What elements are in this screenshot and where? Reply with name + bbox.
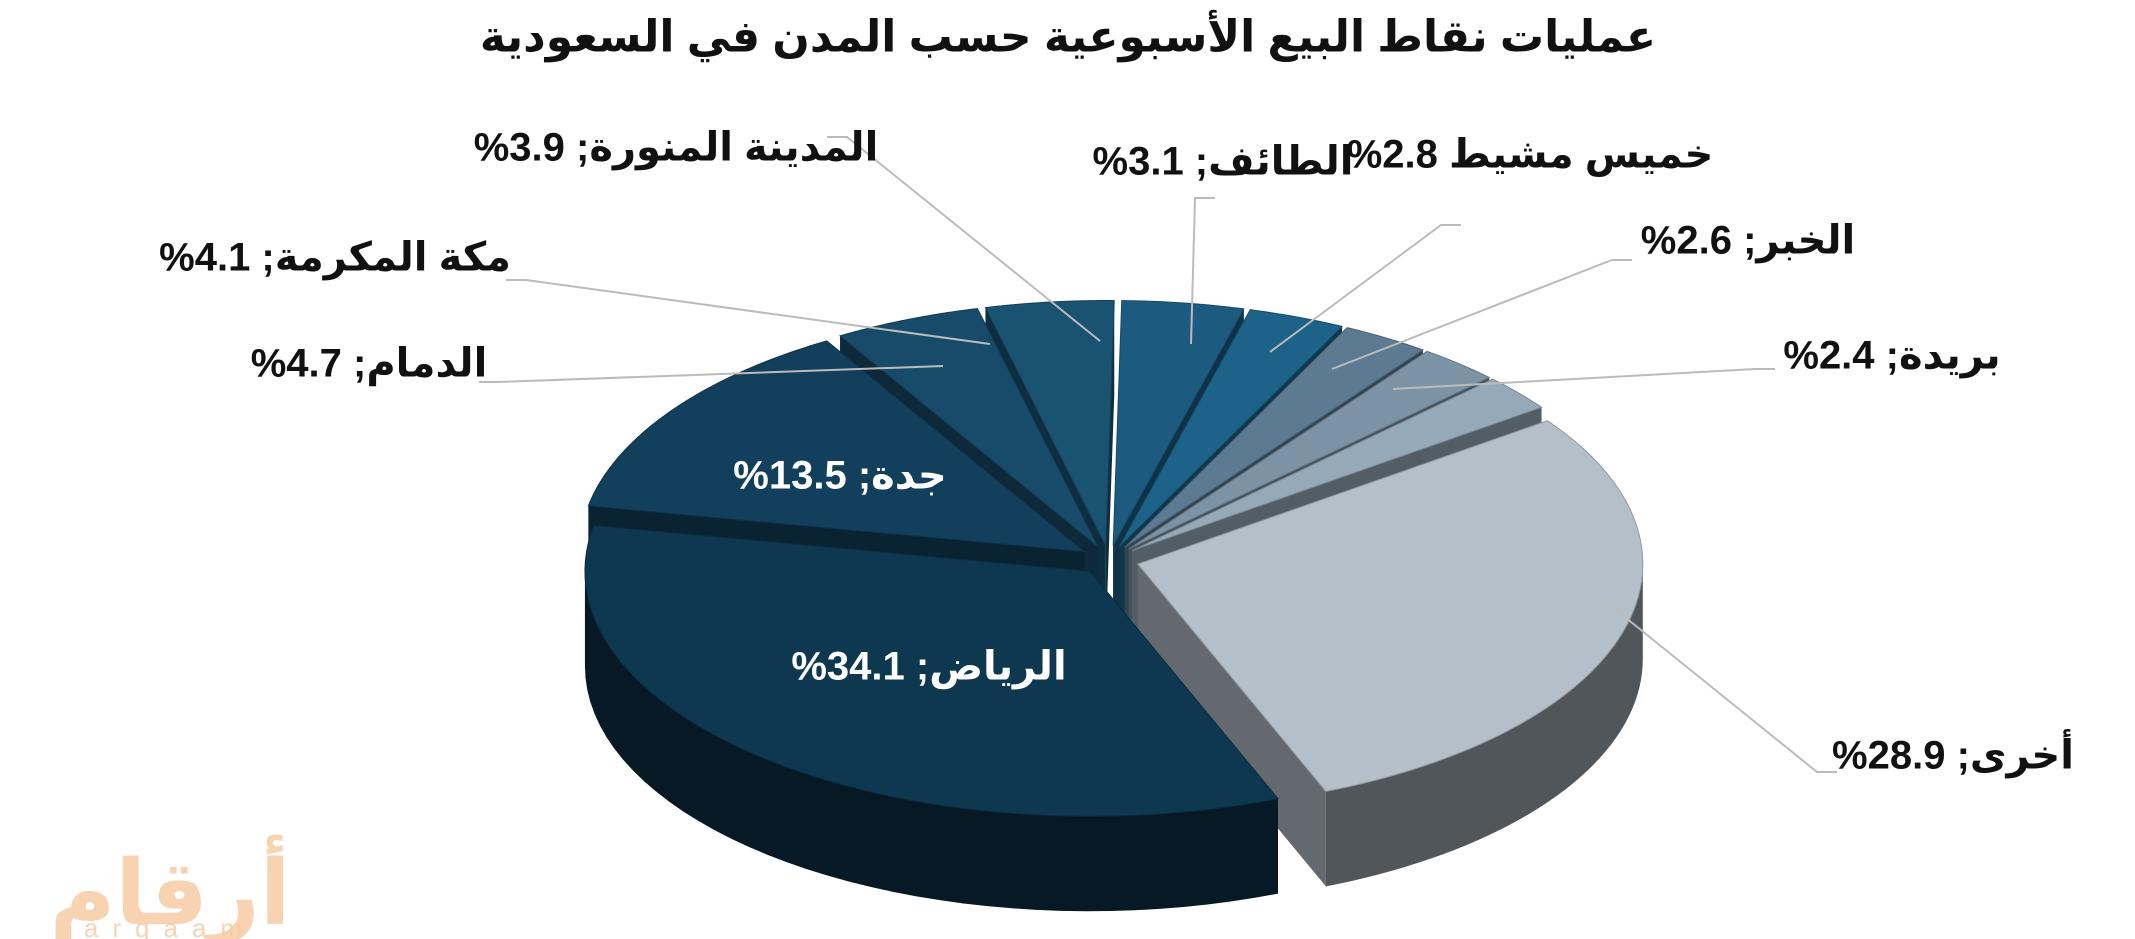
- leader-line: [1392, 368, 1775, 390]
- leader-line: [506, 279, 991, 345]
- data-label: جدة; 13.5%: [733, 454, 946, 498]
- pie-slice: [1124, 327, 1425, 548]
- data-label: خميس مشيط 2.8%: [1347, 133, 1714, 178]
- leader-line: [1190, 197, 1215, 345]
- data-label: المدينة المنورة; 3.9%: [474, 126, 879, 171]
- data-label: الخبر; 2.6%: [1641, 219, 1855, 264]
- pie-slice: [1119, 309, 1344, 547]
- data-label: أخرى; 28.9%: [1832, 729, 2074, 779]
- slice-side-wall: [1325, 564, 1643, 887]
- data-label: مكة المكرمة; 4.1%: [159, 236, 511, 281]
- leader-line: [1331, 259, 1632, 370]
- pie-slice: [984, 300, 1115, 546]
- slice-cut-face: [1137, 564, 1326, 887]
- watermark-arabic: أرقام: [49, 834, 290, 939]
- pie-slice: [584, 524, 1279, 817]
- pie-slice: [587, 340, 1087, 553]
- leader-line: [827, 136, 1101, 342]
- data-label: الرياض; 34.1%: [791, 645, 1066, 690]
- data-label: الطائف; 3.1%: [1093, 140, 1354, 184]
- watermark-latin: arqaam: [84, 913, 256, 939]
- leader-line: [479, 365, 944, 383]
- chart-title: عمليات نقاط البيع الأسبوعية حسب المدن في…: [480, 10, 1656, 63]
- data-label: بريدة; 2.4%: [1783, 334, 2000, 379]
- leader-line: [1604, 600, 1837, 773]
- leader-line: [1269, 224, 1461, 353]
- pie-slice: [1128, 350, 1491, 550]
- pie-slice: [1112, 300, 1245, 546]
- pie-slice: [1136, 420, 1644, 792]
- slice-cut-face: [1105, 300, 1115, 641]
- slice-side-wall: [584, 571, 1278, 912]
- data-label: الدمام; 4.7%: [251, 342, 488, 387]
